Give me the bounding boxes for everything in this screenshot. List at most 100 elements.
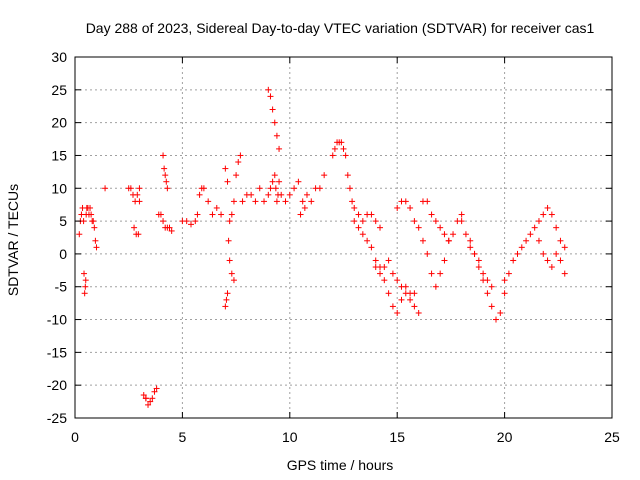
y-tick-label: -5 xyxy=(55,279,68,295)
data-point xyxy=(192,218,199,225)
data-point xyxy=(441,231,448,238)
data-point xyxy=(271,172,278,179)
data-point xyxy=(76,231,83,238)
data-point xyxy=(497,309,504,316)
data-point xyxy=(157,211,164,218)
data-point xyxy=(340,145,347,152)
data-point xyxy=(149,395,156,402)
data-point xyxy=(196,191,203,198)
data-point xyxy=(235,159,242,166)
data-point xyxy=(276,178,283,185)
data-point xyxy=(342,152,349,159)
data-point xyxy=(428,211,435,218)
data-point xyxy=(303,191,310,198)
data-point xyxy=(163,178,170,185)
y-tick-label: 20 xyxy=(51,115,67,131)
data-point xyxy=(432,218,439,225)
data-point xyxy=(295,178,302,185)
data-point xyxy=(407,296,414,303)
data-point xyxy=(535,237,542,244)
data-points xyxy=(76,86,568,408)
data-point xyxy=(544,204,551,211)
data-point xyxy=(230,198,237,205)
y-tick-label: -15 xyxy=(47,344,67,360)
data-point xyxy=(346,185,353,192)
data-point xyxy=(82,283,89,290)
data-point xyxy=(553,224,560,231)
data-point xyxy=(368,211,375,218)
data-point xyxy=(224,178,231,185)
data-point xyxy=(224,290,231,297)
data-point xyxy=(411,303,418,310)
x-tick-label: 10 xyxy=(282,429,298,445)
data-point xyxy=(398,296,405,303)
data-point xyxy=(344,172,351,179)
data-point xyxy=(209,211,216,218)
data-point xyxy=(535,218,542,225)
data-point xyxy=(265,191,272,198)
data-point xyxy=(291,185,298,192)
x-axis-label: GPS time / hours xyxy=(287,457,394,473)
data-point xyxy=(415,309,422,316)
x-tick-label: 20 xyxy=(497,429,513,445)
y-tick-label: -25 xyxy=(47,410,67,426)
data-point xyxy=(557,237,564,244)
data-point xyxy=(450,231,457,238)
data-point xyxy=(544,257,551,264)
data-point xyxy=(441,257,448,264)
data-point xyxy=(301,204,308,211)
data-point xyxy=(377,270,384,277)
data-point xyxy=(308,198,315,205)
data-point xyxy=(475,264,482,271)
data-point xyxy=(278,191,285,198)
data-point xyxy=(475,257,482,264)
data-point xyxy=(93,244,100,251)
data-point xyxy=(91,224,98,231)
data-point xyxy=(484,277,491,284)
data-point xyxy=(82,277,89,284)
data-point xyxy=(299,198,306,205)
data-point xyxy=(389,303,396,310)
data-point xyxy=(411,218,418,225)
y-tick-label: 30 xyxy=(51,49,67,65)
data-point xyxy=(355,224,362,231)
data-point xyxy=(80,218,87,225)
data-point xyxy=(372,264,379,271)
data-point xyxy=(153,385,160,392)
data-point xyxy=(557,257,564,264)
data-point xyxy=(222,165,229,172)
data-point xyxy=(437,270,444,277)
data-point xyxy=(488,283,495,290)
data-point xyxy=(510,257,517,264)
data-point xyxy=(349,198,356,205)
data-point xyxy=(102,185,109,192)
data-point xyxy=(351,204,358,211)
x-tick-label: 0 xyxy=(71,429,79,445)
data-point xyxy=(540,211,547,218)
data-point xyxy=(561,244,568,251)
data-point xyxy=(372,218,379,225)
data-point xyxy=(540,250,547,257)
data-point xyxy=(271,119,278,126)
data-point xyxy=(81,270,88,277)
x-tick-label: 5 xyxy=(179,429,187,445)
data-point xyxy=(297,211,304,218)
data-point xyxy=(462,231,469,238)
data-point xyxy=(168,227,175,234)
data-point xyxy=(194,211,201,218)
data-point xyxy=(200,185,207,192)
data-point xyxy=(432,283,439,290)
data-point xyxy=(226,218,233,225)
data-point xyxy=(162,172,169,179)
data-point xyxy=(394,277,401,284)
data-point xyxy=(553,250,560,257)
data-point xyxy=(134,191,141,198)
data-point xyxy=(166,224,173,231)
data-point xyxy=(394,309,401,316)
axis-ticks: 0 5 10 15 20 25 -25 -20 -15 -10 -5 0 5 10 15 20 25 30 xyxy=(47,49,620,445)
data-point xyxy=(338,139,345,146)
data-point xyxy=(381,264,388,271)
data-point xyxy=(480,270,487,277)
data-point xyxy=(233,172,240,179)
data-point xyxy=(223,296,230,303)
